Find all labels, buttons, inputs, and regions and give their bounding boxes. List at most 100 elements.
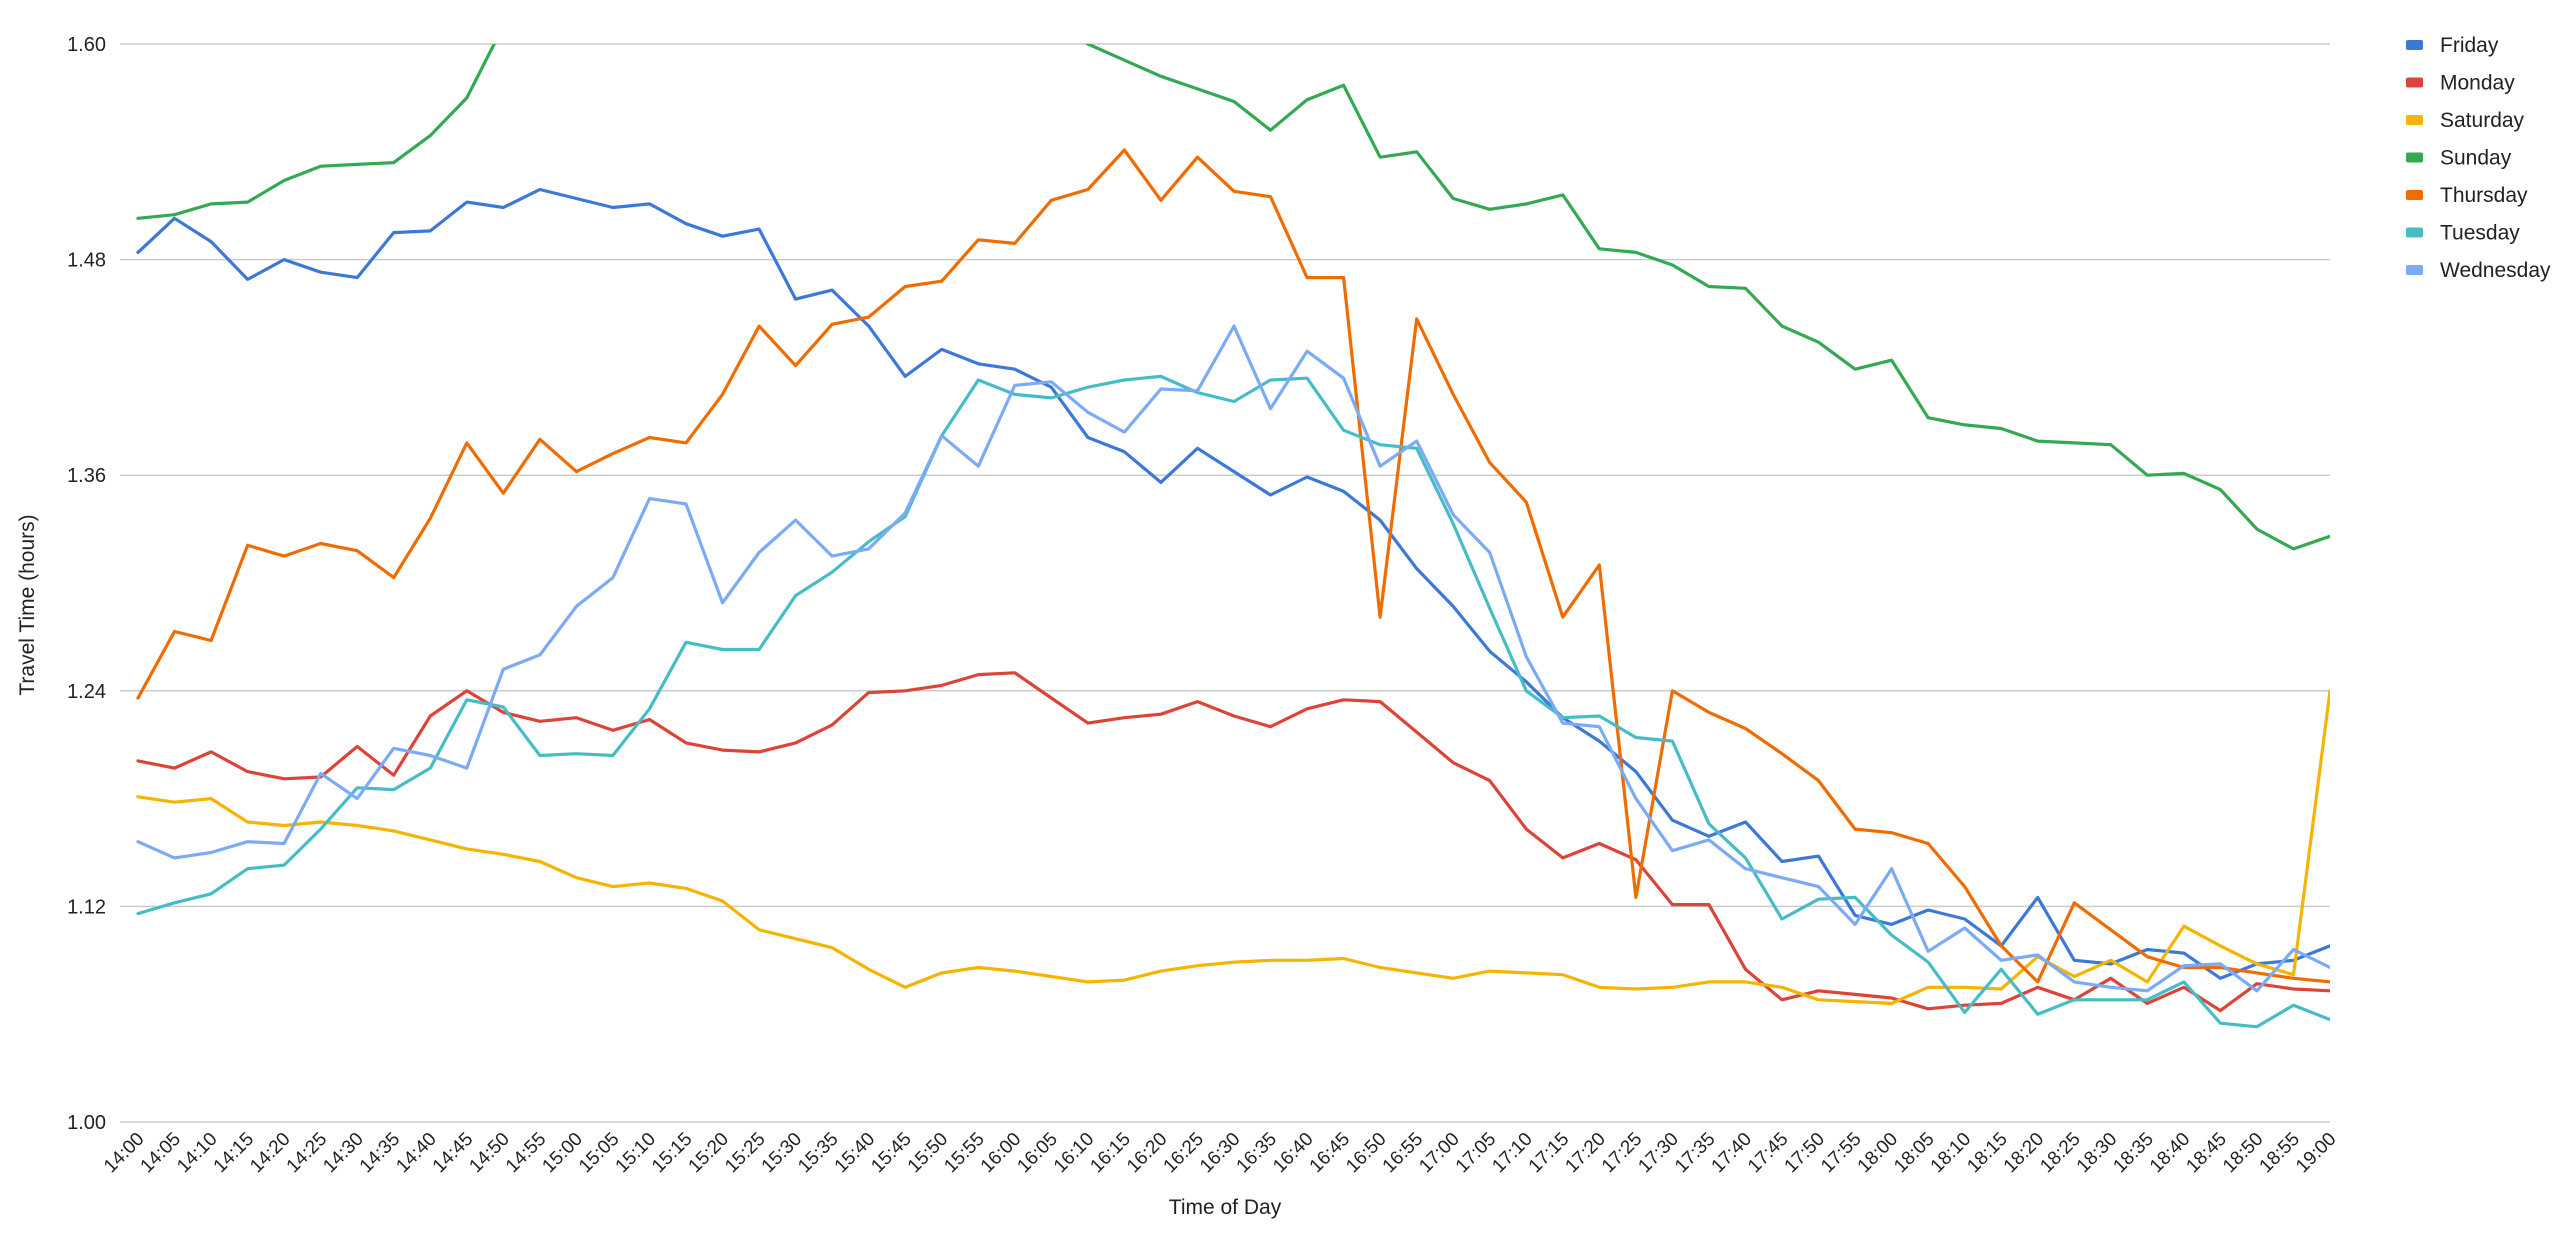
x-tick-label: 15:30 xyxy=(758,1129,806,1177)
legend-label: Saturday xyxy=(2440,109,2525,132)
x-tick-label: 18:50 xyxy=(2219,1129,2267,1177)
legend-swatch xyxy=(2406,190,2423,200)
x-tick-label: 16:45 xyxy=(1306,1129,1354,1177)
legend-label: Wednesday xyxy=(2440,259,2551,282)
x-tick-label: 15:35 xyxy=(794,1129,842,1177)
x-tick-label: 17:05 xyxy=(1452,1129,1500,1177)
legend-swatch xyxy=(2406,40,2423,50)
legend-label: Friday xyxy=(2440,34,2499,57)
x-tick-label: 14:40 xyxy=(392,1129,440,1177)
x-tick-label: 16:00 xyxy=(977,1129,1025,1177)
x-tick-label: 14:00 xyxy=(100,1129,148,1177)
x-tick-label: 14:55 xyxy=(502,1129,550,1177)
legend-item-sunday: Sunday xyxy=(2406,147,2512,170)
legend-swatch xyxy=(2406,152,2423,163)
y-tick-label: 1.12 xyxy=(67,896,106,918)
y-tick-label: 1.36 xyxy=(67,465,106,487)
x-tick-label: 18:40 xyxy=(2146,1129,2194,1177)
x-tick-label: 16:25 xyxy=(1160,1129,1208,1177)
x-tick-label: 18:35 xyxy=(2109,1129,2157,1177)
x-tick-label: 17:10 xyxy=(1488,1129,1536,1177)
x-tick-label: 14:45 xyxy=(429,1129,477,1177)
legend-label: Thursday xyxy=(2440,184,2528,207)
x-tick-label: 17:25 xyxy=(1598,1129,1646,1177)
legend-item-saturday: Saturday xyxy=(2406,109,2525,132)
x-axis-ticks: 14:0014:0514:1014:1514:2014:2514:3014:35… xyxy=(100,1129,2340,1177)
x-tick-label: 18:55 xyxy=(2256,1129,2304,1177)
x-tick-label: 15:40 xyxy=(831,1129,879,1177)
x-tick-label: 19:00 xyxy=(2292,1129,2340,1177)
y-axis-title: Travel Time (hours) xyxy=(16,514,39,695)
legend-item-friday: Friday xyxy=(2406,34,2499,57)
x-tick-label: 15:15 xyxy=(648,1129,696,1177)
x-tick-label: 15:50 xyxy=(904,1129,952,1177)
y-axis-ticks: 1.00 1.12 1.24 1.36 1.48 1.60 xyxy=(67,34,106,1134)
x-tick-label: 16:50 xyxy=(1342,1129,1390,1177)
y-tick-label: 1.24 xyxy=(67,681,106,703)
legend-swatch xyxy=(2406,77,2423,88)
x-tick-label: 14:15 xyxy=(210,1129,258,1177)
x-tick-label: 18:30 xyxy=(2073,1129,2121,1177)
x-tick-label: 17:40 xyxy=(1708,1129,1756,1177)
x-tick-label: 18:20 xyxy=(2000,1129,2048,1177)
x-tick-label: 16:40 xyxy=(1269,1129,1317,1177)
x-tick-label: 18:05 xyxy=(1890,1129,1938,1177)
x-tick-label: 15:25 xyxy=(721,1129,769,1177)
legend-swatch xyxy=(2406,227,2423,238)
series-line-friday xyxy=(136,187,2330,980)
x-tick-label: 15:20 xyxy=(685,1129,733,1177)
x-tick-label: 16:10 xyxy=(1050,1129,1098,1177)
x-tick-label: 14:50 xyxy=(465,1129,513,1177)
series-line-thursday xyxy=(136,148,2330,984)
x-tick-label: 16:15 xyxy=(1086,1129,1134,1177)
x-tick-label: 17:35 xyxy=(1671,1129,1719,1177)
gridlines xyxy=(120,43,2330,1123)
x-tick-label: 14:05 xyxy=(137,1129,185,1177)
x-tick-label: 15:45 xyxy=(867,1129,915,1177)
series-line-tuesday xyxy=(136,374,2330,1029)
x-tick-label: 18:00 xyxy=(1854,1129,1902,1177)
x-tick-label: 14:35 xyxy=(356,1129,404,1177)
x-tick-label: 16:20 xyxy=(1123,1129,1171,1177)
series-lines xyxy=(136,44,2330,1029)
x-tick-label: 18:25 xyxy=(2036,1129,2084,1177)
legend-label: Tuesday xyxy=(2440,222,2520,245)
legend: Friday Monday Saturday Sunday Thursday Tuesda… xyxy=(2406,34,2551,282)
legend-item-tuesday: Tuesday xyxy=(2406,222,2520,245)
y-tick-label: 1.48 xyxy=(67,250,106,272)
legend-item-wednesday: Wednesday xyxy=(2406,259,2551,282)
series-line-monday xyxy=(136,671,2330,1013)
x-tick-label: 16:30 xyxy=(1196,1129,1244,1177)
x-tick-label: 17:15 xyxy=(1525,1129,1573,1177)
legend-item-monday: Monday xyxy=(2406,72,2515,95)
legend-swatch xyxy=(2406,115,2423,125)
x-tick-label: 16:35 xyxy=(1233,1129,1281,1177)
x-tick-label: 15:05 xyxy=(575,1129,623,1177)
x-tick-label: 16:55 xyxy=(1379,1129,1427,1177)
x-tick-label: 15:55 xyxy=(940,1129,988,1177)
series-line-saturday xyxy=(136,689,2330,1006)
x-tick-label: 18:15 xyxy=(1963,1129,2011,1177)
x-axis-title: Time of Day xyxy=(1169,1196,1282,1219)
y-tick-label: 1.60 xyxy=(67,34,106,56)
x-tick-label: 14:10 xyxy=(173,1129,221,1177)
x-tick-label: 18:10 xyxy=(1927,1129,1975,1177)
x-tick-label: 15:00 xyxy=(538,1129,586,1177)
x-tick-label: 18:45 xyxy=(2182,1129,2230,1177)
x-tick-label: 17:45 xyxy=(1744,1129,1792,1177)
x-tick-label: 17:20 xyxy=(1561,1129,1609,1177)
x-tick-label: 15:10 xyxy=(612,1129,660,1177)
legend-swatch xyxy=(2406,265,2423,275)
x-tick-label: 17:00 xyxy=(1415,1129,1463,1177)
x-tick-label: 17:55 xyxy=(1817,1129,1865,1177)
series-line-wednesday xyxy=(136,324,2330,993)
x-tick-label: 17:30 xyxy=(1634,1129,1682,1177)
legend-label: Sunday xyxy=(2440,147,2512,170)
x-tick-label: 16:05 xyxy=(1013,1129,1061,1177)
x-tick-label: 17:50 xyxy=(1781,1129,1829,1177)
y-tick-label: 1.00 xyxy=(67,1112,106,1134)
legend-item-thursday: Thursday xyxy=(2406,184,2528,207)
series-line-sunday xyxy=(136,44,2330,551)
x-tick-label: 14:30 xyxy=(319,1129,367,1177)
